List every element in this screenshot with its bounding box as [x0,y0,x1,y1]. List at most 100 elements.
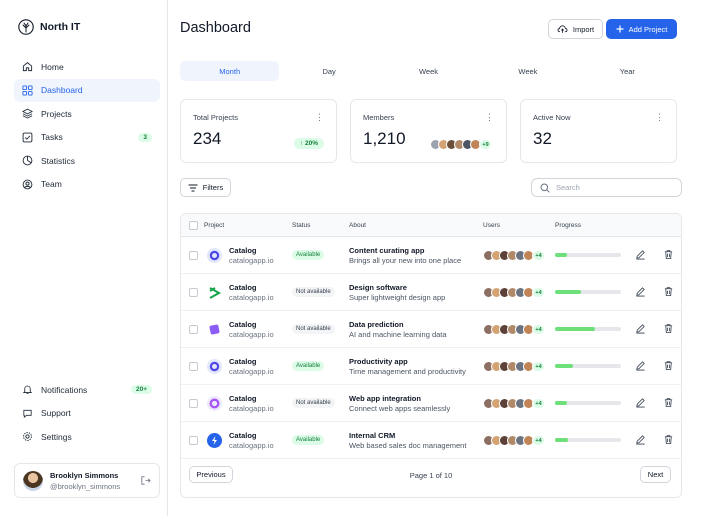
progress-bar [555,364,621,368]
more-members-badge: +9 [479,139,492,150]
stat-label: Active Now [533,113,571,122]
row-checkbox[interactable] [189,288,198,297]
pie-chart-icon [22,155,33,166]
progress-bar [555,438,621,442]
edit-icon[interactable] [635,434,646,445]
bell-icon [22,385,33,395]
tab-week[interactable]: Week [418,66,439,76]
stat-card-active-now: Active Now ⋮ 32 [520,99,677,163]
more-users-badge: +4 [532,361,545,372]
stat-card-members: Members ⋮ 1,210 +9 [350,99,507,163]
brand[interactable]: North IT [18,19,80,35]
row-checkbox[interactable] [189,325,198,334]
chat-icon [23,409,32,418]
tab-year[interactable]: Year [619,66,635,76]
stat-value: 1,210 [363,129,406,148]
filters-button[interactable]: Filters [180,178,231,197]
progress-fill [555,290,582,294]
user-avatars: +4 [483,324,545,335]
table-row[interactable]: Catalog catalogapp.io Available Productivit… [181,348,681,385]
edit-icon[interactable] [635,249,646,260]
trend-badge: ↑ 20% [293,138,324,149]
user-profile-card[interactable]: Brooklyn Simmons @brooklyn_simmons [14,463,160,498]
table-row[interactable]: Catalog catalogapp.io Not available Data pr… [181,311,681,348]
tab-month[interactable]: Month [180,61,280,81]
sidebar-item-notifications[interactable]: Notifications 20+ [14,378,160,402]
sidebar-item-label: Support [41,408,71,419]
gear-icon [23,432,32,442]
table-row[interactable]: Catalog catalogapp.io Available Internal CR… [181,422,681,459]
status-badge: Not available [292,398,335,408]
edit-icon[interactable] [635,323,646,334]
home-icon [22,62,33,72]
sidebar-item-home[interactable]: Home [14,55,160,79]
trash-icon[interactable] [663,434,674,445]
more-users-badge: +4 [532,287,545,298]
column-header-project: Project [204,222,225,229]
tab-day[interactable]: Day [322,66,336,76]
sidebar-item-team[interactable]: Team [14,173,160,197]
more-options-icon[interactable]: ⋮ [485,112,494,122]
cloud-upload-icon [557,25,568,33]
progress-fill [555,253,567,257]
edit-icon[interactable] [635,360,646,371]
logout-icon[interactable] [140,475,151,486]
about-title: Internal CRM [349,431,396,440]
status-badge: Available [292,361,325,371]
search-box [531,178,682,197]
table-row[interactable]: Catalog catalogapp.io Not available Design … [181,274,681,311]
sidebar-item-label: Team [41,179,62,190]
about-title: Web app integration [349,394,421,403]
project-url: catalogapp.io [229,330,274,339]
edit-icon[interactable] [635,286,646,297]
sidebar-item-label: Tasks [41,132,63,143]
edit-icon[interactable] [635,397,646,408]
project-url: catalogapp.io [229,293,274,302]
row-checkbox[interactable] [189,362,198,371]
progress-fill [555,401,567,405]
trash-icon[interactable] [663,360,674,371]
project-name: Catalog [229,246,257,255]
project-url: catalogapp.io [229,256,274,265]
project-url: catalogapp.io [229,441,274,450]
previous-page-button[interactable]: Previous [189,466,233,483]
select-all-checkbox[interactable] [189,221,198,230]
tasks-count-badge: 3 [138,132,152,142]
progress-fill [555,364,574,368]
user-avatars: +4 [483,287,545,298]
about-description: Time management and productivity [349,367,466,376]
search-input[interactable] [556,183,666,192]
stat-value: 32 [533,129,552,148]
row-checkbox[interactable] [189,436,198,445]
row-checkbox[interactable] [189,251,198,260]
pagination: Previous Page 1 of 10 Next [181,456,681,497]
table-row[interactable]: Catalog catalogapp.io Not available Web app… [181,385,681,422]
trash-icon[interactable] [663,286,674,297]
sidebar-item-tasks[interactable]: Tasks 3 [14,126,160,150]
sidebar-item-statistics[interactable]: Statistics [14,149,160,173]
tab-week-2[interactable]: Week [518,66,538,76]
more-users-badge: +4 [532,398,545,409]
status-badge: Available [292,250,325,260]
import-button[interactable]: Import [548,19,603,39]
table-row[interactable]: Catalog catalogapp.io Available Content cur… [181,237,681,274]
sidebar-item-settings[interactable]: Settings [14,425,160,449]
next-page-button[interactable]: Next [640,466,671,483]
column-header-users: Users [483,222,500,229]
sidebar-item-dashboard[interactable]: Dashboard [14,78,160,102]
trash-icon[interactable] [663,323,674,334]
sidebar-item-support[interactable]: Support [14,402,160,426]
project-name: Catalog [229,394,257,403]
more-options-icon[interactable]: ⋮ [655,112,664,122]
trash-icon[interactable] [663,397,674,408]
more-users-badge: +4 [532,250,545,261]
stat-label: Members [363,113,395,122]
trash-icon[interactable] [663,249,674,260]
main-content: Dashboard Import Add Project Month Day W… [168,0,703,516]
more-options-icon[interactable]: ⋮ [315,112,324,122]
add-project-button[interactable]: Add Project [606,19,677,39]
row-checkbox[interactable] [189,399,198,408]
trend-value: 20% [304,140,318,147]
sidebar-item-label: Projects [41,108,72,119]
sidebar-item-projects[interactable]: Projects [14,102,160,126]
